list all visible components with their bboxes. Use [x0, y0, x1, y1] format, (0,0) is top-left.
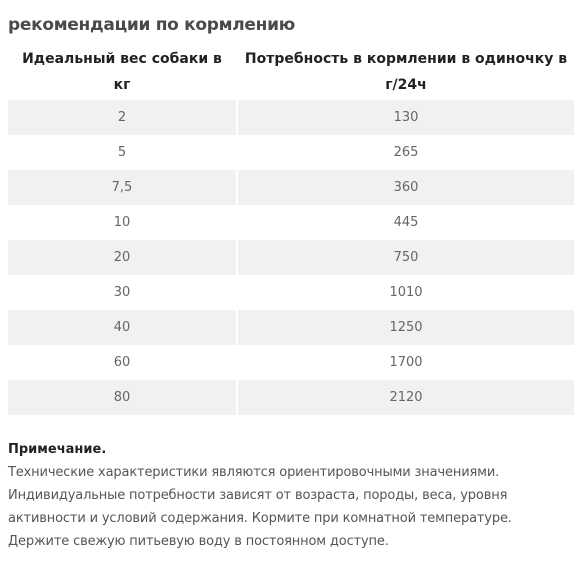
weight-cell: 30: [8, 275, 236, 310]
table-row: 20 750: [8, 240, 574, 275]
amount-cell: 445: [238, 205, 574, 240]
feeding-table: Идеальный вес собаки в кг Потребность в …: [6, 46, 576, 415]
column-header-weight: Идеальный вес собаки в кг: [22, 51, 222, 93]
amount-cell: 1250: [238, 310, 574, 345]
weight-cell: 2: [8, 100, 236, 135]
table-row: 30 1010: [8, 275, 574, 310]
note-title: Примечание.: [8, 442, 107, 457]
table-row: 10 445: [8, 205, 574, 240]
amount-cell: 360: [238, 170, 574, 205]
weight-cell: 7,5: [8, 170, 236, 205]
table-row: 60 1700: [8, 345, 574, 380]
note-block: Примечание. Технические характеристики я…: [8, 438, 576, 553]
table-row: 5 265: [8, 135, 574, 170]
amount-cell: 265: [238, 135, 574, 170]
amount-cell: 130: [238, 100, 574, 135]
weight-cell: 80: [8, 380, 236, 415]
page-content: рекомендации по кормлению Идеальный вес …: [8, 0, 576, 553]
amount-cell: 2120: [238, 380, 574, 415]
table-row: 40 1250: [8, 310, 574, 345]
weight-cell: 5: [8, 135, 236, 170]
table-row: 80 2120: [8, 380, 574, 415]
amount-cell: 750: [238, 240, 574, 275]
weight-cell: 10: [8, 205, 236, 240]
amount-cell: 1700: [238, 345, 574, 380]
table-header-row: Идеальный вес собаки в кг Потребность в …: [8, 46, 574, 100]
weight-cell: 40: [8, 310, 236, 345]
note-text: Технические характеристики являются орие…: [8, 465, 512, 549]
amount-cell: 1010: [238, 275, 574, 310]
column-header-feeding-amount: Потребность в кормлении в одиночку в г/2…: [244, 51, 568, 93]
weight-cell: 20: [8, 240, 236, 275]
table-row: 2 130: [8, 100, 574, 135]
weight-cell: 60: [8, 345, 236, 380]
table-row: 7,5 360: [8, 170, 574, 205]
section-title: рекомендации по кормлению: [8, 15, 295, 35]
